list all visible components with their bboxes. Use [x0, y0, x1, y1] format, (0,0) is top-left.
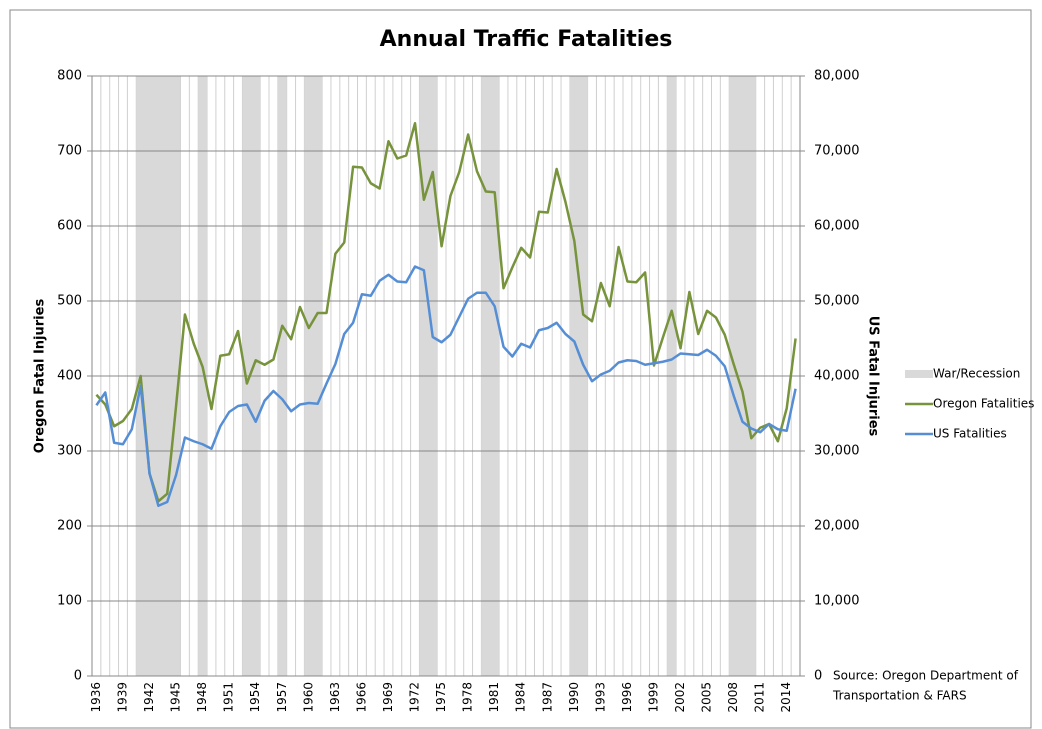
x-tick-label: 1984: [514, 682, 528, 713]
x-tick-label: 1990: [567, 682, 581, 713]
x-tick-label: 1948: [195, 682, 209, 713]
y2-tick-label: 20,000: [814, 519, 860, 534]
x-tick-label: 1942: [142, 682, 156, 713]
y-tick-label: 600: [57, 219, 82, 234]
series-line: [95, 122, 797, 503]
legend-label: War/Recession: [933, 367, 1020, 381]
x-tick-label: 1963: [328, 682, 342, 713]
plot-area: [91, 75, 801, 677]
x-tick-label: 1975: [434, 682, 448, 713]
x-tick-label: 1996: [620, 682, 634, 713]
y-tick-label: 0: [74, 669, 82, 684]
legend-label: Oregon Fatalities: [933, 397, 1034, 411]
x-tick-label: 1987: [540, 682, 554, 713]
source-note: Transportation & FARS: [832, 689, 967, 703]
y2-tick-label: 80,000: [814, 69, 860, 84]
x-tick-label: 1969: [381, 682, 395, 713]
legend-swatch: [905, 370, 933, 378]
y2-tick-label: 50,000: [814, 294, 860, 309]
x-tick-label: 1945: [169, 682, 183, 713]
legend-label: US Fatalities: [933, 427, 1007, 441]
y2-tick-label: 0: [814, 669, 822, 684]
chart-title: Annual Traffic Fatalities: [380, 27, 673, 52]
x-tick-label: 2002: [673, 682, 687, 713]
x-tick-label: 1993: [593, 682, 607, 713]
x-tick-label: 1951: [222, 682, 236, 713]
x-tick-label: 1936: [89, 682, 103, 713]
source-note: Source: Oregon Department of: [833, 669, 1019, 683]
y-tick-label: 300: [57, 444, 82, 459]
y-tick-label: 700: [57, 144, 82, 159]
y2-tick-label: 10,000: [814, 594, 860, 609]
y-axis-title: Oregon Fatal Injuries: [33, 299, 48, 454]
x-tick-label: 1957: [275, 682, 289, 713]
x-tick-label: 1960: [301, 682, 315, 713]
y-tick-label: 400: [57, 369, 82, 384]
x-tick-label: 2014: [779, 682, 793, 713]
y2-axis-title: US Fatal Injuries: [866, 316, 881, 437]
x-tick-label: 2011: [753, 682, 767, 713]
y2-tick-label: 30,000: [814, 444, 860, 459]
x-tick-label: 1999: [646, 682, 660, 713]
y2-tick-label: 40,000: [814, 369, 860, 384]
y-tick-label: 500: [57, 294, 82, 309]
x-tick-label: 1978: [461, 682, 475, 713]
x-tick-label: 1966: [354, 682, 368, 713]
y2-tick-label: 70,000: [814, 144, 860, 159]
x-tick-label: 1981: [487, 682, 501, 713]
y-tick-label: 800: [57, 69, 82, 84]
y-tick-label: 200: [57, 519, 82, 534]
y-tick-label: 100: [57, 594, 82, 609]
x-tick-label: 1954: [248, 682, 262, 713]
series-line: [95, 265, 797, 507]
x-tick-label: 2008: [726, 682, 740, 713]
x-tick-label: 1972: [408, 682, 422, 713]
x-tick-label: 1939: [115, 682, 129, 713]
x-tick-label: 2005: [700, 682, 714, 713]
y2-tick-label: 60,000: [814, 219, 860, 234]
